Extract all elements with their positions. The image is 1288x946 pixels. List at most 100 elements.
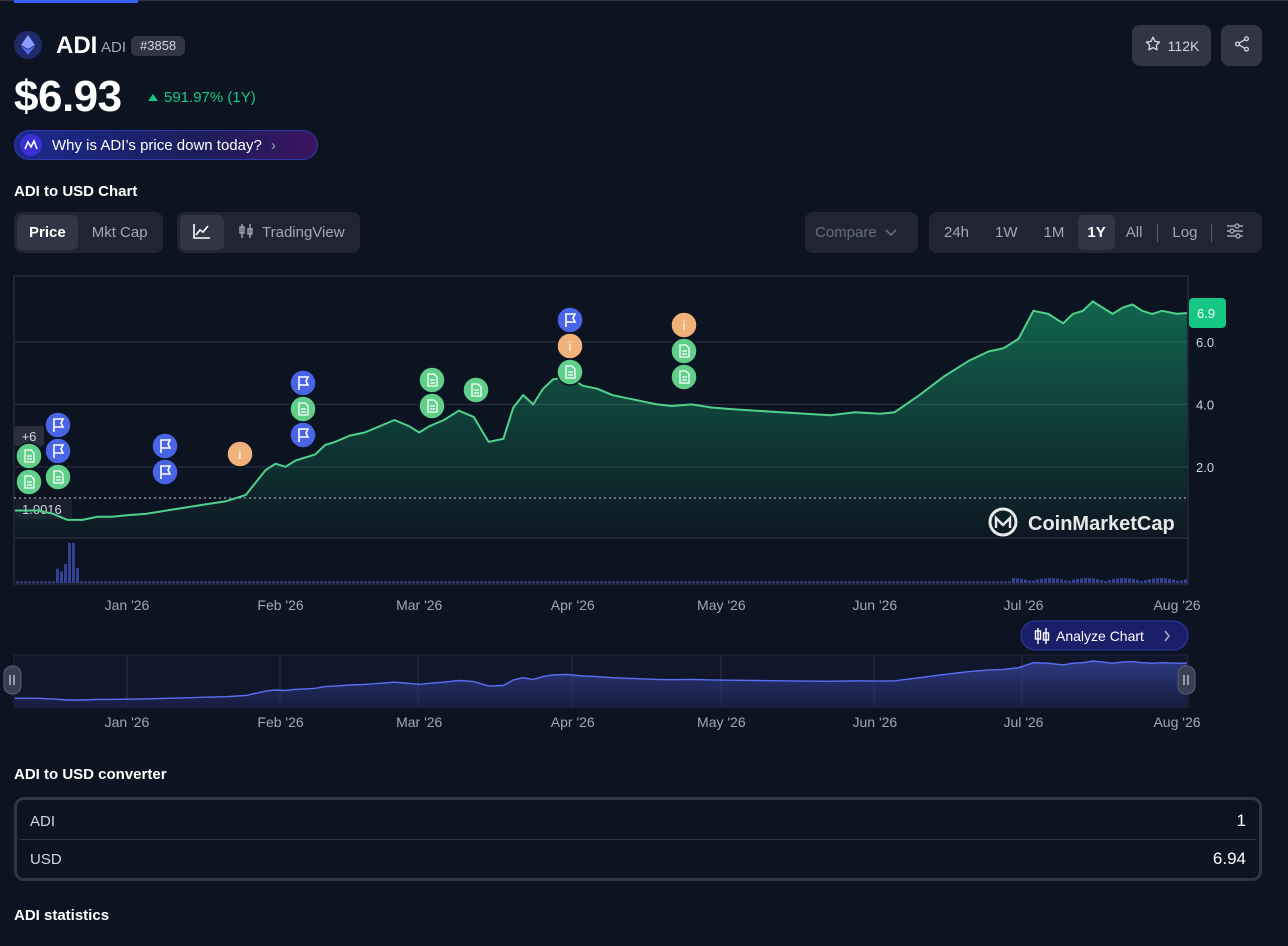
volume-bar [928,581,931,583]
event-marker[interactable]: i [670,311,698,391]
flag-marker[interactable] [556,306,584,334]
volume-bar [968,581,971,583]
volume-bar [692,581,695,583]
volume-bar [28,581,31,583]
volume-bar [936,581,939,583]
navigator-left-handle[interactable] [3,665,22,695]
range-all[interactable]: All [1125,224,1143,241]
range-navigator[interactable] [3,654,1196,708]
volume-bar [440,581,443,583]
flag-marker[interactable] [44,411,72,439]
volume-bar [512,581,515,583]
candlestick-icon [238,223,254,243]
volume-bar [960,581,963,583]
converter-input-usd[interactable]: 6.94 [1212,849,1246,868]
volume-bar [524,581,527,583]
volume-bar [536,581,539,583]
navigator-x-tick-label: May '26 [697,714,746,730]
range-1y[interactable]: 1Y [1078,215,1115,250]
volume-bar [972,581,975,583]
range-1m[interactable]: 1M [1043,224,1065,241]
event-marker[interactable]: +6 [14,426,44,496]
volume-bar [252,581,255,583]
event-marker[interactable] [418,366,446,420]
event-markers[interactable]: +6 i i i [14,306,698,496]
volume-bar [176,581,179,583]
tab-mkt-cap[interactable]: Mkt Cap [91,224,148,241]
converter-row-usd[interactable]: USD 6.94 [20,841,1256,877]
watchlist-button[interactable]: 112K [1132,25,1211,66]
volume-bar [592,581,595,583]
tradingview-button[interactable]: TradingView [226,215,357,250]
volume-bar [100,581,103,583]
navigator-right-handle[interactable] [1177,665,1196,695]
event-marker[interactable] [151,432,179,486]
volume-bars [16,543,1187,583]
flag-marker[interactable] [151,458,179,486]
volume-bar [160,581,163,583]
volume-bar [800,581,803,583]
analyze-chart-button[interactable]: Analyze Chart [1020,620,1189,651]
volume-bar [664,581,667,583]
volume-bar [944,581,947,583]
event-marker[interactable] [44,411,72,491]
volume-bar [36,581,39,583]
volume-bar [616,581,619,583]
log-scale-toggle[interactable]: Log [1172,224,1198,241]
range-1w[interactable]: 1W [995,224,1018,241]
document-icon [679,370,690,384]
volume-bar [468,581,471,583]
event-marker[interactable] [289,369,317,449]
share-icon [1233,35,1251,56]
why-price-down-link[interactable]: Why is ADI’s price down today? › [14,130,318,160]
volume-bar [1144,580,1147,583]
more-events-badge[interactable] [14,426,44,446]
flag-marker[interactable] [44,437,72,465]
volume-bar [756,581,759,583]
flag-marker[interactable] [151,432,179,460]
volume-bar [464,581,467,583]
converter-input-adi[interactable]: 1 [1236,811,1246,830]
volume-bar [796,581,799,583]
x-tick-label: Apr '26 [551,597,595,613]
range-24h[interactable]: 24h [944,224,970,241]
volume-bar [676,581,679,583]
volume-bar [892,581,895,583]
price-chart[interactable]: 1.0016 2.0 4.0 6.0 6.9 Jan '26 Jan '26 Feb '2… [0,270,1288,740]
line-chart-button[interactable] [180,215,224,250]
info-icon: i [239,447,242,462]
volume-bar [288,581,291,583]
volume-bar [596,581,599,583]
volume-bar [264,581,267,583]
flag-marker[interactable] [289,369,317,397]
converter-label-adi: ADI [30,812,56,830]
event-marker[interactable]: i [556,306,584,386]
info-icon: i [569,339,572,354]
navigator-x-tick-label: Apr '26 [551,714,595,730]
info-marker[interactable] [226,440,254,468]
volume-bar [444,581,447,583]
volume-bar [216,581,219,583]
flag-marker[interactable] [289,421,317,449]
volume-bar [356,581,359,583]
tab-price[interactable]: Price [17,215,78,250]
chart-settings-button[interactable] [1218,215,1252,250]
volume-bar [628,581,631,583]
x-tick-label: Jan '26 [105,597,150,613]
event-marker[interactable] [462,376,490,404]
flag-icon [160,465,172,479]
volume-bar [792,581,795,583]
volume-bar [1112,579,1115,583]
converter-row-adi[interactable]: ADI 1 [20,803,1256,839]
compare-dropdown[interactable]: Compare [805,212,918,253]
share-button[interactable] [1221,25,1262,66]
volume-bar [840,581,843,583]
volume-bar [532,581,535,583]
x-tick-label: Jul '26 [1003,597,1043,613]
volume-bar [736,581,739,583]
volume-bar [948,581,951,583]
event-marker[interactable]: i [226,440,254,468]
flag-icon [53,418,65,432]
volume-bar [932,581,935,583]
